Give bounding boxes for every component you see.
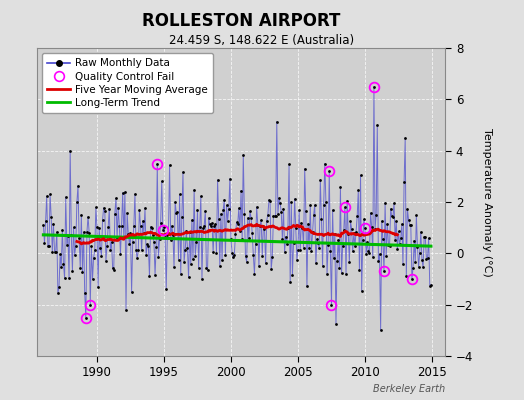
Text: Berkeley Earth: Berkeley Earth [373, 384, 445, 394]
Title: ROLLESTON AIRPORT: ROLLESTON AIRPORT [142, 12, 340, 30]
Legend: Raw Monthly Data, Quality Control Fail, Five Year Moving Average, Long-Term Tren: Raw Monthly Data, Quality Control Fail, … [42, 53, 213, 113]
Text: 24.459 S, 148.622 E (Australia): 24.459 S, 148.622 E (Australia) [169, 34, 355, 47]
Y-axis label: Temperature Anomaly (°C): Temperature Anomaly (°C) [482, 128, 492, 276]
